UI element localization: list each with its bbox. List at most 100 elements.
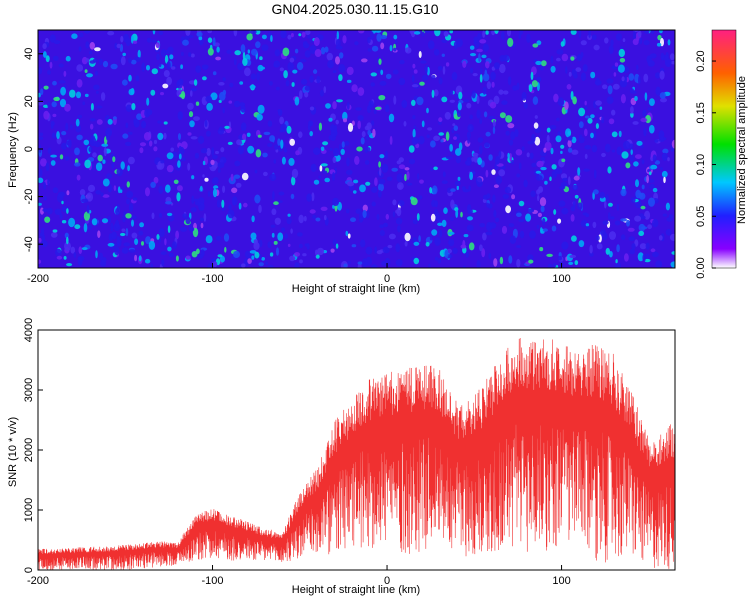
spectrogram-cell (316, 75, 321, 84)
spectrogram-cell (158, 228, 165, 238)
spectrogram-cell (75, 91, 82, 99)
spectrogram-cell (404, 232, 411, 242)
spectrogram-cell (485, 30, 489, 35)
spectrogram-cell (441, 180, 448, 185)
spectrogram-cell (354, 41, 359, 46)
spectrogram-cell (372, 128, 376, 138)
spectrogram-cell (448, 238, 455, 247)
spectrogram-cell (636, 140, 643, 146)
spectrogram-cell (418, 51, 422, 58)
spectrogram-cell (593, 44, 600, 51)
spectrogram-cell (89, 118, 96, 122)
spectrogram-cell (269, 252, 274, 257)
spectrogram-cell (647, 169, 651, 173)
spectrogram-cell (121, 186, 124, 192)
spectrogram-cell (333, 147, 340, 157)
spectrogram-cell (507, 37, 514, 48)
spectrogram-cell (599, 191, 605, 199)
spectrogram-cell (452, 247, 458, 254)
spectrogram-cell (360, 137, 365, 145)
spectrogram-cell (158, 63, 162, 68)
spectrogram-cell (600, 229, 606, 235)
spectrogram-cell (294, 96, 300, 106)
spectrogram-cell (207, 30, 213, 34)
spectrogram-cell (315, 217, 321, 222)
spectrogram-cell (134, 56, 142, 62)
spectrogram-cell (558, 200, 566, 207)
spectrogram-cell (621, 234, 626, 241)
spectrogram-cell (202, 174, 205, 178)
spectrogram-cell (378, 183, 384, 192)
spectrogram-cell (313, 69, 318, 74)
spectrogram-cell (227, 209, 235, 219)
spectrogram-cell (601, 116, 605, 124)
spectrogram-cell (587, 117, 593, 124)
spectrogram-cell (535, 170, 542, 174)
spectrogram-cell (291, 176, 296, 186)
spectrogram-cell (431, 199, 436, 207)
spectrogram-cell (570, 214, 575, 222)
spectrogram-cell (636, 64, 639, 71)
spectrogram-cell (249, 250, 257, 254)
spectrogram-cell (542, 228, 548, 232)
spectrogram-cell (124, 141, 132, 146)
spectrogram-cell (247, 49, 250, 54)
spectrogram-cell (139, 142, 147, 147)
spectrogram-cell (658, 235, 663, 241)
spectrogram-cell (669, 233, 675, 241)
spectrogram-cell (146, 65, 150, 71)
spectrogram-cell (273, 240, 278, 245)
spectrogram-cell (472, 73, 478, 77)
spectrogram-cell (359, 184, 366, 193)
spectrogram-cell (652, 187, 658, 193)
spectrogram-cell (632, 38, 639, 46)
spectrogram-cell (656, 42, 662, 47)
colorbar-tick-label: 0.20 (695, 50, 707, 71)
spectrogram-cell (308, 120, 313, 127)
spectrogram-cell (188, 226, 195, 232)
spectrogram-cell (468, 185, 472, 192)
spectrogram-cell (351, 244, 357, 248)
spectrogram-cell (629, 155, 635, 162)
spectrogram-cell (195, 65, 202, 73)
spectrogram-cell (91, 218, 98, 226)
spectrogram-cell (605, 194, 609, 203)
spectrogram-cell (330, 129, 338, 137)
spectrogram-cell (433, 135, 440, 142)
spectrogram-cell (335, 56, 340, 65)
spectrogram-cell (518, 162, 522, 170)
spectrogram-cell (451, 72, 458, 81)
spectrogram-cell (218, 82, 225, 86)
spectrogram-cell (489, 222, 497, 229)
spectrogram-cell (533, 122, 539, 129)
spectrogram-cell (550, 65, 556, 73)
spectrogram-cell (127, 156, 135, 165)
spectrogram-cell (85, 58, 90, 63)
spectrogram-cell (193, 79, 198, 86)
spectrogram-cell (289, 138, 296, 146)
spectrogram-cell (418, 235, 421, 243)
spectrogram-cell (211, 177, 219, 185)
spectrogram-cell (66, 190, 70, 196)
spectrogram-cell (267, 120, 273, 127)
spectrogram-cell (236, 139, 243, 146)
spectrogram-cell (621, 76, 625, 82)
spectrogram-cell (516, 212, 522, 217)
spectrogram-cell (38, 136, 44, 140)
spectrogram-cell (499, 256, 504, 265)
spectrogram-cell (463, 99, 470, 103)
spectrogram-cell (224, 246, 227, 253)
spectrogram-cell (71, 33, 78, 39)
spectrogram-cell (254, 251, 260, 259)
spectrogram-cell (357, 87, 365, 96)
spectrogram-cell (365, 136, 369, 141)
spectrogram-cell (120, 232, 126, 237)
spectrogram-cell (481, 248, 486, 258)
spectrogram-cell (398, 77, 406, 86)
spectrogram-cell (42, 43, 47, 50)
spectrogram-cell (63, 256, 67, 260)
spectrogram-cell (582, 64, 588, 72)
spectrogram-cell (449, 30, 453, 34)
spectrogram-cell (143, 132, 152, 141)
